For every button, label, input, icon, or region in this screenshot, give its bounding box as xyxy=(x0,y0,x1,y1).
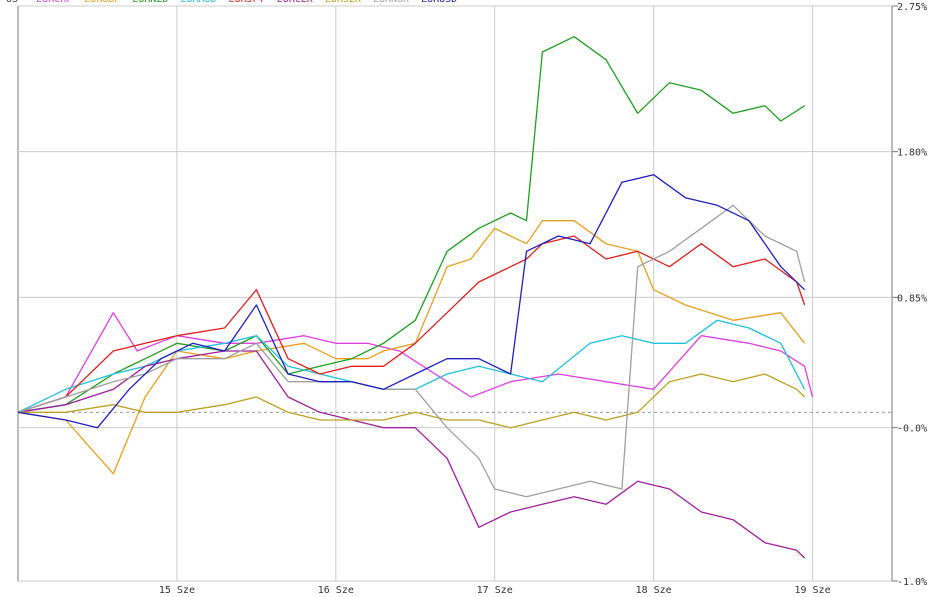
series-line-eurchf xyxy=(17,312,814,413)
plot-area xyxy=(17,5,893,582)
series-line-eursek xyxy=(18,373,806,429)
y-tick-label: 2.75% xyxy=(897,2,927,13)
legend-entry-eursek: EURSEK xyxy=(325,0,361,5)
legend-entry-eurusd: EURUSD xyxy=(421,0,457,5)
x-tick-label: 15 Sze xyxy=(159,585,195,593)
series-line-eurnok xyxy=(17,204,806,498)
series-line-eurnzd xyxy=(17,36,805,413)
legend-entry-eurchf: EURCHF xyxy=(36,0,72,5)
legend-entry-eurgbp: EURGBP xyxy=(84,0,120,5)
y-tick-label: -0.0% xyxy=(897,424,927,435)
series-line-eurjpy xyxy=(17,235,806,413)
legend-entry-euraud: EURAUD xyxy=(180,0,216,5)
series-line-eurusd xyxy=(17,174,806,429)
legend-entry-eurnzd: EURNZD xyxy=(132,0,168,5)
legend-entry-eurnok: EURNOK xyxy=(373,0,409,5)
x-tick-label: 17 Sze xyxy=(477,585,513,593)
legend-entry-eurczk: EURCZK xyxy=(277,0,313,5)
legend-entry-eurjpy: EURJPY xyxy=(229,0,265,5)
x-tick-label: 16 Sze xyxy=(318,585,354,593)
y-tick-label: 0.85% xyxy=(897,293,927,304)
legend: US EURCHF EURGBP EURNZD EURAUD EURJPY EURCZK E… xyxy=(6,0,481,5)
x-tick-label: 18 Sze xyxy=(636,585,672,593)
y-tick-label: -1.0% xyxy=(897,577,927,588)
y-tick-label: 1.80% xyxy=(897,148,927,159)
legend-prefix: US xyxy=(6,0,18,5)
x-tick-label: 19 Sze xyxy=(794,585,830,593)
